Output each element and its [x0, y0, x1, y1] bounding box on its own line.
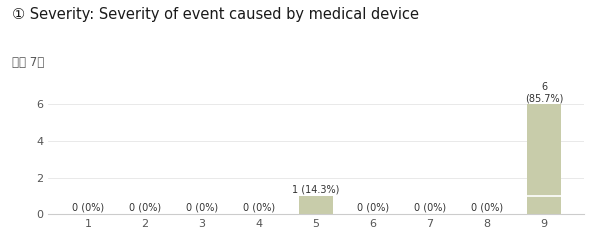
Text: 0 (0%): 0 (0%)	[471, 202, 503, 212]
Text: 0 (0%): 0 (0%)	[186, 202, 218, 212]
Text: 0 (0%): 0 (0%)	[129, 202, 161, 212]
Text: 0 (0%): 0 (0%)	[414, 202, 446, 212]
Text: 0 (0%): 0 (0%)	[243, 202, 275, 212]
Text: 응답 7개: 응답 7개	[12, 56, 45, 69]
Text: 0 (0%): 0 (0%)	[72, 202, 104, 212]
Bar	[527, 104, 561, 214]
Bar	[299, 196, 333, 214]
Text: 1 (14.3%): 1 (14.3%)	[293, 185, 340, 195]
Text: ① Severity: Severity of event caused by medical device: ① Severity: Severity of event caused by …	[12, 7, 419, 22]
Text: 0 (0%): 0 (0%)	[357, 202, 389, 212]
Text: 6
(85.7%): 6 (85.7%)	[525, 82, 563, 103]
